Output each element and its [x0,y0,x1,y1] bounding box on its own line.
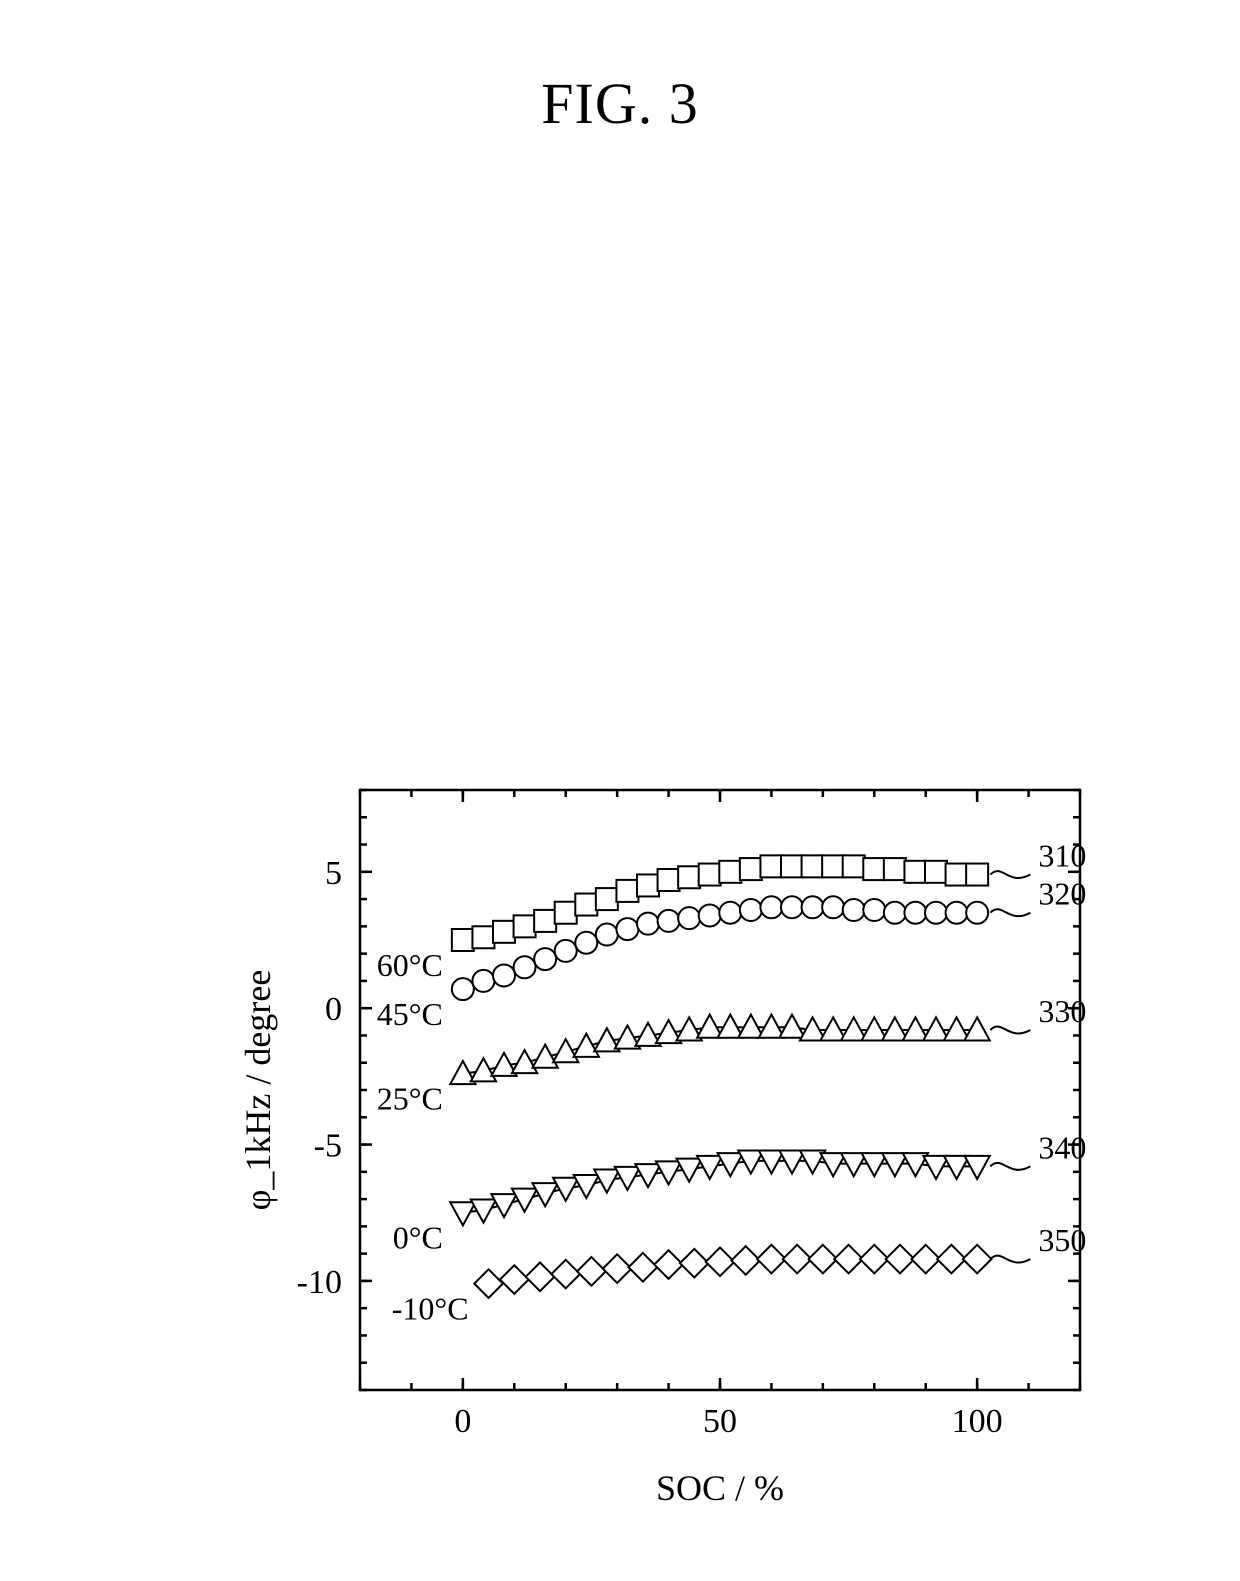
series-left-label-320: 45°C [377,996,443,1032]
figure-title: FIG. 3 [0,70,1240,137]
svg-text:0: 0 [325,991,342,1028]
svg-text:100: 100 [952,1403,1003,1440]
svg-text:φ_1kHz / degree: φ_1kHz / degree [238,970,278,1211]
series-left-label-350: -10°C [392,1291,469,1327]
svg-text:50: 50 [703,1403,737,1440]
series-left-label-340: 0°C [393,1220,443,1256]
series-left-label-330: 25°C [377,1081,443,1117]
series-callout-340: 340 [1038,1129,1086,1165]
series-callout-310: 310 [1038,838,1086,874]
svg-text:-5: -5 [314,1128,342,1165]
soc-phase-chart: 0 50 100 SOC / % -10 -5 0 5 φ_1kHz / degree 60°C 3… [120,760,1200,1540]
svg-text:SOC / %: SOC / % [656,1468,784,1508]
svg-text:5: 5 [325,855,342,892]
series-left-label-310: 60°C [377,947,443,983]
series-callout-330: 330 [1038,993,1086,1029]
series-callout-320: 320 [1038,876,1086,912]
svg-text:0: 0 [454,1403,471,1440]
svg-text:-10: -10 [297,1264,342,1301]
series-callout-350: 350 [1038,1222,1086,1258]
